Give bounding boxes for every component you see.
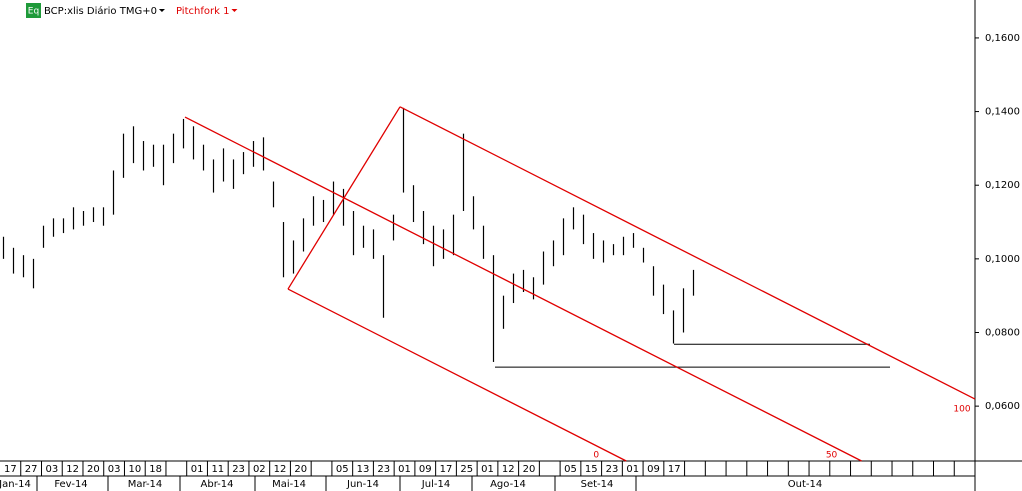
month-label: Mar-14 (128, 479, 163, 490)
y-tick-label: 0,0800 (985, 327, 1020, 338)
x-tick-label: 11 (211, 464, 224, 475)
x-tick-label: 23 (232, 464, 245, 475)
pitchfork-line (287, 288, 627, 462)
x-tick-label: 17 (668, 464, 681, 475)
x-tick-label: 10 (128, 464, 141, 475)
x-tick-label: 17 (4, 464, 17, 475)
y-tick-label: 0,1000 (985, 254, 1020, 265)
x-tick-label: 27 (25, 464, 38, 475)
month-label: Set-14 (581, 479, 614, 490)
y-tick-label: 0,1200 (985, 180, 1020, 191)
x-tick-label: 15 (585, 464, 598, 475)
x-tick-label: 20 (294, 464, 307, 475)
x-tick-label: 23 (606, 464, 619, 475)
month-label: Fev-14 (54, 479, 87, 490)
x-tick-label: 01 (398, 464, 411, 475)
x-tick-label: 20 (523, 464, 536, 475)
symbol-badge: Eq (28, 7, 39, 17)
symbol-badge-box (26, 3, 41, 18)
pitchfork-level-label: 100 (953, 405, 970, 415)
x-tick-label: 09 (419, 464, 432, 475)
pitchfork-line (184, 116, 862, 462)
month-label: Jul-14 (421, 479, 450, 490)
pitchfork-level-label: 0 (593, 451, 599, 461)
y-tick-label: 0,1400 (985, 107, 1020, 118)
pitchfork-line (399, 106, 976, 400)
x-tick-label: 01 (481, 464, 494, 475)
x-tick-label: 03 (45, 464, 58, 475)
x-tick-label: 25 (460, 464, 473, 475)
month-label: Ago-14 (490, 479, 526, 490)
pitchfork-label[interactable]: Pitchfork 1 (176, 6, 229, 17)
x-tick-label: 18 (149, 464, 162, 475)
x-tick-label: 01 (626, 464, 639, 475)
x-tick-label: 12 (502, 464, 515, 475)
y-tick-label: 0,1600 (985, 33, 1020, 44)
month-label: Jun-14 (346, 479, 379, 490)
x-tick-label: 05 (564, 464, 577, 475)
month-label: Abr-14 (201, 479, 234, 490)
month-label: Mai-14 (272, 479, 306, 490)
x-tick-label: 13 (357, 464, 370, 475)
dropdown-arrow (231, 9, 238, 12)
pitchfork-level-label: 50 (826, 451, 838, 461)
month-label: Out-14 (788, 479, 822, 490)
x-tick-label: 01 (191, 464, 204, 475)
y-tick-label: 0,0600 (985, 401, 1020, 412)
x-tick-label: 02 (253, 464, 266, 475)
x-tick-label: 09 (647, 464, 660, 475)
symbol-label[interactable]: BCP:xlis Diário TMG+0 (44, 5, 157, 17)
month-label: Jan-14 (0, 479, 31, 490)
x-tick-label: 12 (66, 464, 79, 475)
x-tick-label: 17 (440, 464, 453, 475)
x-tick-label: 20 (87, 464, 100, 475)
x-tick-label: 12 (274, 464, 287, 475)
x-tick-label: 23 (377, 464, 390, 475)
x-tick-label: 03 (108, 464, 121, 475)
dropdown-arrow (158, 9, 165, 12)
x-tick-label: 05 (336, 464, 349, 475)
